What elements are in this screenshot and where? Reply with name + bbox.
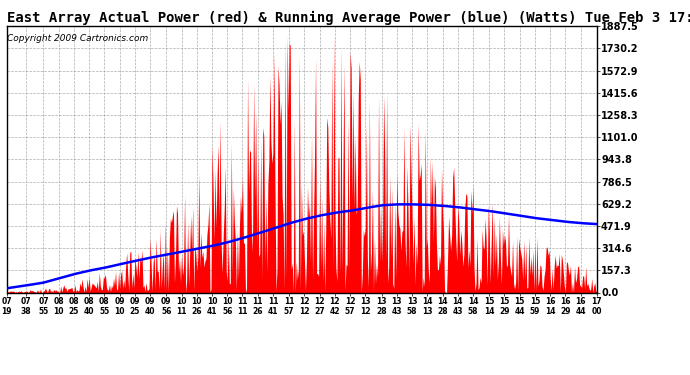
Text: Copyright 2009 Cartronics.com: Copyright 2009 Cartronics.com xyxy=(8,34,149,43)
Text: East Array Actual Power (red) & Running Average Power (blue) (Watts) Tue Feb 3 1: East Array Actual Power (red) & Running … xyxy=(7,11,690,26)
